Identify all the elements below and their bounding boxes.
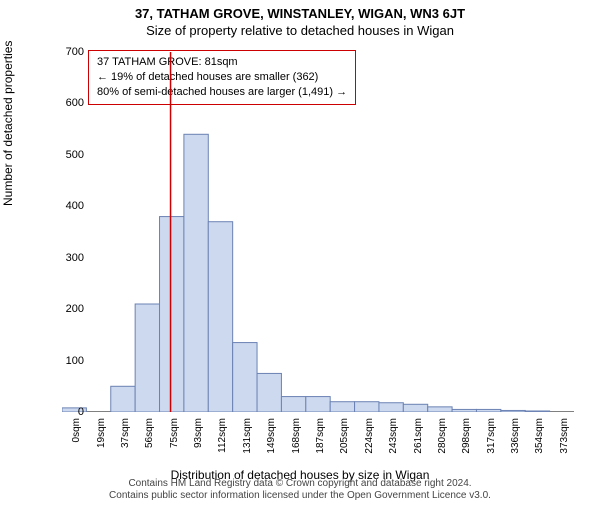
x-tick-label: 37sqm	[120, 418, 131, 448]
y-tick-label: 300	[66, 252, 84, 264]
x-tick-label: 373sqm	[559, 418, 570, 454]
x-tick-label: 0sqm	[71, 418, 82, 442]
plot-area	[62, 52, 574, 412]
chart-title-main: 37, TATHAM GROVE, WINSTANLEY, WIGAN, WN3…	[0, 6, 600, 21]
y-tick-label: 0	[78, 406, 84, 418]
histogram-bar	[281, 397, 305, 412]
histogram-bar	[111, 386, 135, 412]
histogram-bar	[476, 409, 500, 412]
y-tick-label: 700	[66, 46, 84, 58]
x-tick-label: 224sqm	[364, 418, 375, 454]
x-tick-label: 131sqm	[242, 418, 253, 454]
histogram-bar	[233, 343, 257, 412]
footer-line1: Contains HM Land Registry data © Crown c…	[0, 478, 600, 490]
histogram-bar	[208, 222, 232, 412]
histogram-bar	[184, 134, 208, 412]
chart-title-sub: Size of property relative to detached ho…	[0, 23, 600, 38]
y-axis-label: Number of detached properties	[1, 41, 15, 206]
histogram-bar	[355, 402, 379, 412]
histogram-bar	[452, 409, 476, 412]
histogram-bar	[257, 373, 281, 412]
footer-line2: Contains public sector information licen…	[0, 490, 600, 502]
footer-attribution: Contains HM Land Registry data © Crown c…	[0, 478, 600, 502]
x-tick-label: 298sqm	[461, 418, 472, 454]
chart-container: 37, TATHAM GROVE, WINSTANLEY, WIGAN, WN3…	[0, 6, 600, 506]
histogram-bar	[330, 402, 354, 412]
x-tick-label: 112sqm	[217, 418, 228, 453]
x-tick-label: 354sqm	[534, 418, 545, 454]
x-tick-label: 261sqm	[413, 418, 424, 454]
y-tick-label: 500	[66, 149, 84, 161]
x-tick-label: 336sqm	[510, 418, 521, 454]
histogram-bar	[501, 410, 525, 412]
y-tick-label: 600	[66, 97, 84, 109]
histogram-bar	[428, 407, 452, 412]
histogram-bar	[403, 404, 427, 412]
x-tick-label: 187sqm	[315, 418, 326, 454]
histogram-bar	[306, 397, 330, 412]
y-tick-label: 200	[66, 303, 84, 315]
histogram-svg	[62, 52, 574, 412]
y-tick-label: 400	[66, 200, 84, 212]
histogram-bar	[525, 411, 549, 412]
x-tick-label: 93sqm	[193, 418, 204, 448]
x-tick-label: 56sqm	[144, 418, 155, 448]
x-tick-label: 205sqm	[339, 418, 350, 454]
histogram-bar	[160, 217, 184, 412]
histogram-bar	[135, 304, 159, 412]
x-tick-label: 243sqm	[388, 418, 399, 454]
x-tick-label: 19sqm	[96, 418, 107, 448]
x-tick-label: 280sqm	[437, 418, 448, 454]
x-tick-label: 317sqm	[486, 418, 497, 454]
histogram-bar	[379, 403, 403, 412]
x-tick-label: 75sqm	[169, 418, 180, 448]
x-tick-label: 149sqm	[266, 418, 277, 454]
x-tick-label: 168sqm	[291, 418, 302, 454]
y-tick-label: 100	[66, 355, 84, 367]
